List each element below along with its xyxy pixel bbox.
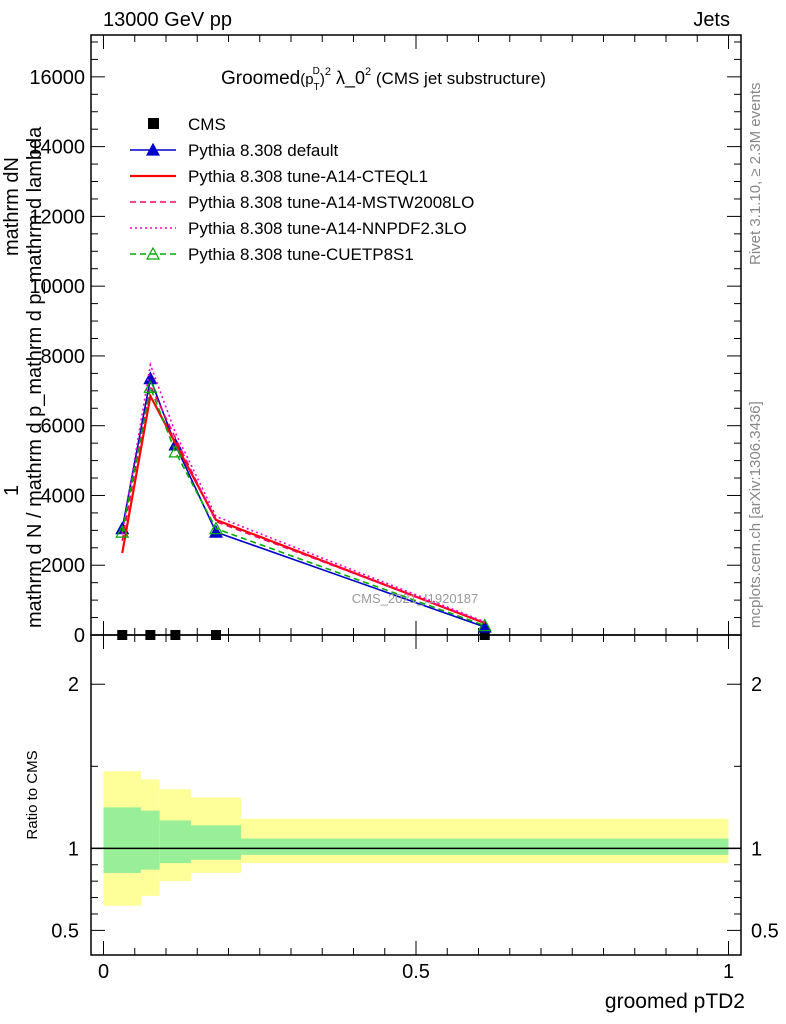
legend-item: Pythia 8.308 tune-A14-CTEQL1: [130, 167, 428, 186]
legend-item: Pythia 8.308 tune-CUETP8S1: [130, 245, 414, 264]
header-left: 13000 GeV pp: [103, 9, 232, 31]
ratio-stat-band: [103, 807, 141, 873]
series-5: [115, 380, 492, 632]
ratio-stat-band: [159, 820, 191, 864]
ratio-y-tick-label: 1: [68, 838, 79, 860]
header-right: Jets: [693, 9, 730, 31]
y-tick-label: 14000: [29, 137, 85, 159]
x-tick-label: 0.5: [402, 961, 430, 983]
legend-label: CMS: [188, 115, 226, 134]
legend-label: Pythia 8.308 default: [188, 141, 339, 160]
watermark: CMS_2021_I1920187: [352, 591, 479, 606]
legend: CMS Pythia 8.308 default Pythia 8.308 tune…: [130, 115, 474, 264]
data-point: [143, 380, 158, 393]
data-point: [477, 619, 492, 633]
series-line: [121, 383, 486, 624]
legend-label: Pythia 8.308 tune-A14-CTEQL1: [188, 167, 428, 186]
data-point: [168, 444, 183, 458]
x-tick-label: 1: [723, 961, 734, 983]
ratio-bands: [103, 771, 729, 906]
legend-item: Pythia 8.308 tune-A14-MSTW2008LO: [130, 193, 474, 212]
y-tick-label: 0: [74, 625, 85, 647]
ratio-y-tick-label: 0.5: [51, 920, 79, 942]
ratio-y-tick-label: 2: [68, 674, 79, 696]
chart-title: Groomed(pTD)2 λ_02 (CMS jet substructure…: [221, 66, 546, 93]
series-line: [121, 392, 486, 625]
ratio-stat-band: [191, 825, 241, 860]
y-tick-label: 10000: [29, 276, 85, 298]
legend-label: Pythia 8.308 tune-A14-MSTW2008LO: [188, 193, 474, 212]
ratio-stat-band: [141, 810, 160, 870]
data-point: [477, 618, 492, 632]
ratio-panel-frame: [90, 634, 742, 956]
y-label-denominator: mathrm d N / mathrm d p_mathrm d p_mathr…: [24, 126, 46, 628]
data-point: [208, 521, 224, 535]
legend-label: Pythia 8.308 tune-A14-NNPDF2.3LO: [188, 219, 467, 238]
legend-item: Pythia 8.308 tune-A14-NNPDF2.3LO: [130, 219, 467, 238]
y-label-numerator: mathrm dN: [1, 157, 23, 256]
legend-marker: [145, 142, 161, 156]
legend-marker: [145, 246, 161, 260]
y-tick-label: 4000: [41, 485, 86, 507]
series-2: [121, 392, 486, 625]
side-label-mcplots: mcplots.cern.ch [arXiv:1306.3436]: [747, 401, 764, 628]
y-tick-label: 6000: [41, 416, 86, 438]
legend-label: Pythia 8.308 tune-CUETP8S1: [188, 245, 414, 264]
ratio-y-tick-label-right: 1: [751, 838, 762, 860]
y-label-fraction-one: 1: [1, 484, 23, 496]
y-tick-label: 12000: [29, 206, 85, 228]
y-tick-label: 2000: [41, 555, 86, 577]
series-4: [121, 361, 486, 623]
legend-item: CMS: [148, 115, 226, 134]
series-3: [121, 383, 486, 624]
ratio-y-tick-label-right: 2: [751, 674, 762, 696]
main-axis-ticks: 0 2000 4000 6000 8000 10000 12000 14000 16000: [29, 35, 741, 647]
series-line: [121, 375, 486, 628]
data-point: [208, 524, 224, 538]
y-tick-label: 16000: [29, 67, 85, 89]
y-tick-label: 8000: [41, 346, 86, 368]
x-axis-label: groomed pTD2: [605, 990, 745, 1013]
legend-item: Pythia 8.308 default: [130, 141, 339, 160]
ratio-y-tick-label-right: 0.5: [751, 920, 779, 942]
series-line: [121, 384, 486, 627]
ratio-stat-band: [241, 838, 729, 855]
series-line: [121, 361, 486, 623]
x-tick-label: 0: [98, 961, 109, 983]
data-point: [115, 524, 130, 538]
ratio-y-label: Ratio to CMS: [24, 750, 41, 839]
side-label-rivet: Rivet 3.1.10, ≥ 2.3M events: [747, 82, 764, 266]
legend-marker: [148, 118, 159, 129]
